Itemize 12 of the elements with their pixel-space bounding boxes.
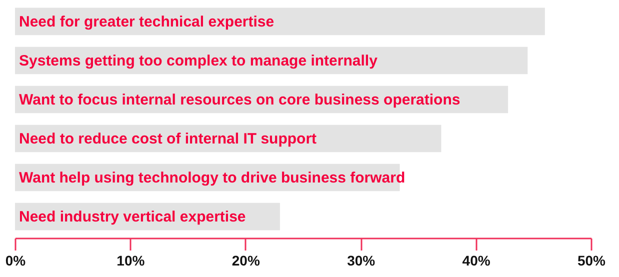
y-tick-label: Need for greater technical expertise (19, 13, 274, 30)
x-tick-label: 30% (347, 252, 376, 268)
x-tick-label: 40% (462, 252, 491, 268)
y-tick-label: Want to focus internal resources on core business operations (19, 91, 460, 108)
x-tick-label: 10% (116, 252, 146, 268)
y-tick-label: Want help using technology to drive business forward (19, 170, 406, 187)
x-tick-label: 0% (5, 252, 26, 268)
x-tick-label: 50% (577, 252, 606, 268)
y-tick-label: Need industry vertical expertise (19, 208, 246, 226)
y-tick-label: Need to reduce cost of internal IT support (19, 130, 317, 148)
x-tick-label: 20% (232, 252, 260, 268)
y-tick-label: Systems getting too complex to manage internally (19, 52, 378, 70)
